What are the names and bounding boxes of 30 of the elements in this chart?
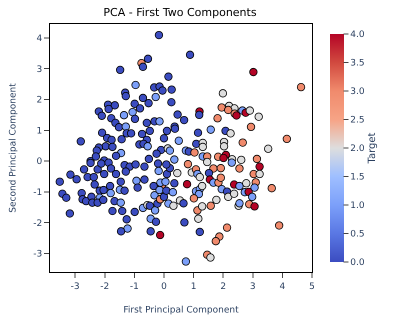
color-bar-label: 3.5 bbox=[350, 58, 365, 69]
x-axis-title: First Principal Component bbox=[123, 306, 240, 316]
y-tick-label: 0 bbox=[36, 157, 42, 168]
x-tick-label: -3 bbox=[70, 282, 80, 292]
y-tick-label: -2 bbox=[33, 218, 42, 229]
y-tick-label: -1 bbox=[33, 188, 42, 198]
x-tick-label: 1 bbox=[190, 282, 196, 292]
color-bar-label: 3.0 bbox=[350, 87, 365, 98]
x-tick-label: 3 bbox=[250, 282, 256, 292]
y-tick-label: 1 bbox=[36, 126, 42, 136]
x-tick-label: 2 bbox=[220, 282, 226, 292]
y-tick-label: 3 bbox=[36, 64, 42, 75]
color-bar-label: 0.0 bbox=[350, 258, 365, 268]
x-tick-label: -2 bbox=[100, 282, 110, 292]
color-bar-label: 2.5 bbox=[350, 116, 365, 126]
x-tick-label: -1 bbox=[130, 282, 139, 292]
x-tick-label: 5 bbox=[309, 282, 315, 292]
x-tick-label: 4 bbox=[280, 282, 286, 292]
y-tick-label: 2 bbox=[36, 96, 42, 106]
color-bar-label: 0.5 bbox=[350, 230, 365, 240]
color-bar-title: Target bbox=[366, 132, 378, 164]
y-axis-title: Second Principal Component bbox=[8, 82, 19, 213]
x-tick-label: 0 bbox=[161, 282, 168, 292]
y-tick-label: 4 bbox=[36, 34, 42, 44]
color-bar-label: 1.5 bbox=[350, 172, 365, 183]
chart-title: PCA - First Two Components bbox=[103, 6, 257, 19]
y-tick-label: -3 bbox=[33, 250, 42, 260]
color-bar-label: 4.0 bbox=[350, 30, 365, 40]
color-bar-label: 1.0 bbox=[350, 201, 365, 212]
color-bar-label: 2.0 bbox=[350, 144, 365, 154]
